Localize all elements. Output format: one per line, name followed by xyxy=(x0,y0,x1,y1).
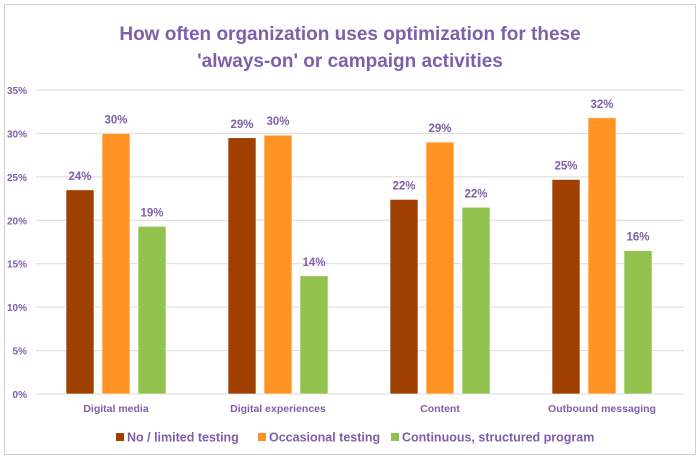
legend-swatch xyxy=(116,433,124,441)
data-label: 16% xyxy=(626,232,649,244)
data-label: 30% xyxy=(266,116,289,128)
y-tick-label: 0% xyxy=(13,390,28,401)
data-label: 25% xyxy=(554,160,577,172)
bar xyxy=(299,275,329,395)
bar xyxy=(425,141,455,395)
legend-item: Continuous, structured program xyxy=(391,431,594,445)
bar xyxy=(389,199,419,395)
legend-label: Continuous, structured program xyxy=(402,431,594,445)
bar xyxy=(227,137,257,395)
legend-item: No / limited testing xyxy=(116,431,239,445)
x-category-label: Content xyxy=(420,403,460,415)
y-tick-label: 35% xyxy=(7,86,27,97)
bar xyxy=(101,133,131,395)
data-label: 29% xyxy=(428,123,451,135)
y-tick-label: 10% xyxy=(7,303,27,314)
x-category-label: Outbound messaging xyxy=(548,403,656,415)
data-label: 30% xyxy=(104,114,127,126)
bar xyxy=(587,117,617,395)
chart-title-line-2: 'always-on' or campaign activities xyxy=(197,51,503,72)
y-tick-label: 20% xyxy=(7,216,27,227)
legend-label: No / limited testing xyxy=(127,431,239,445)
y-tick-label: 15% xyxy=(7,260,27,271)
y-tick-label: 25% xyxy=(7,173,27,184)
bar xyxy=(65,189,95,395)
data-label: 32% xyxy=(590,99,613,111)
data-label: 14% xyxy=(302,257,325,269)
bar xyxy=(263,134,293,395)
legend-swatch xyxy=(391,433,399,441)
y-tick-label: 5% xyxy=(13,347,28,358)
data-label: 22% xyxy=(392,180,415,192)
x-category-label: Digital experiences xyxy=(230,403,326,415)
bar xyxy=(551,179,581,395)
legend-item: Occasional testing xyxy=(258,431,380,445)
data-label: 29% xyxy=(230,119,253,131)
bar xyxy=(623,250,653,395)
legend-swatch xyxy=(258,433,266,441)
data-label: 22% xyxy=(464,188,487,200)
data-label: 24% xyxy=(68,171,91,183)
legend-label: Occasional testing xyxy=(269,431,380,445)
y-tick-label: 30% xyxy=(7,129,27,140)
bar xyxy=(461,206,491,395)
bar xyxy=(137,226,167,395)
data-label: 19% xyxy=(140,207,163,219)
chart-title-line-1: How often organization uses optimization… xyxy=(119,24,580,45)
x-category-label: Digital media xyxy=(83,403,149,415)
